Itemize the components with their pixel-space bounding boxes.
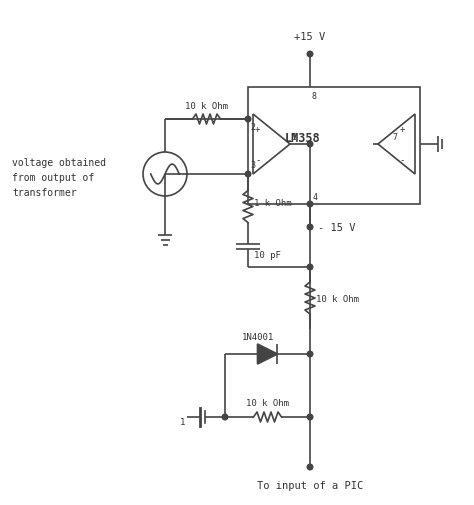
Text: -: - (400, 156, 405, 165)
Text: - 15 V: - 15 V (318, 223, 356, 232)
Text: from output of: from output of (12, 173, 94, 183)
Circle shape (307, 351, 313, 357)
Circle shape (307, 225, 313, 230)
Circle shape (307, 415, 313, 420)
Polygon shape (253, 115, 290, 175)
Text: +15 V: +15 V (294, 32, 326, 42)
Text: -: - (255, 156, 260, 165)
Polygon shape (257, 344, 277, 364)
Text: LM358: LM358 (285, 131, 321, 144)
Polygon shape (378, 115, 415, 175)
Text: 1 k Ohm: 1 k Ohm (254, 198, 292, 208)
Text: +: + (255, 124, 260, 133)
Text: voltage obtained: voltage obtained (12, 158, 106, 168)
Text: 1: 1 (180, 418, 185, 427)
Text: +: + (400, 124, 405, 133)
Text: 1N4001: 1N4001 (241, 332, 273, 341)
Text: 4: 4 (313, 192, 318, 201)
Circle shape (245, 117, 251, 123)
Text: 7: 7 (392, 132, 397, 141)
Text: To input of a PIC: To input of a PIC (257, 480, 363, 490)
Text: 10 pF: 10 pF (254, 251, 281, 260)
Text: 2: 2 (250, 123, 255, 132)
Text: 8: 8 (312, 91, 317, 100)
Bar (248, 88, 420, 205)
Text: 10 k Ohm: 10 k Ohm (316, 294, 359, 303)
Text: 1: 1 (292, 132, 297, 141)
Circle shape (307, 202, 313, 208)
Circle shape (307, 464, 313, 470)
Circle shape (222, 415, 228, 420)
Circle shape (307, 142, 313, 147)
Text: transformer: transformer (12, 188, 77, 197)
Circle shape (143, 153, 187, 196)
Circle shape (307, 265, 313, 270)
Circle shape (307, 52, 313, 58)
Text: 3: 3 (250, 160, 255, 169)
Circle shape (245, 172, 251, 177)
Text: 10 k Ohm: 10 k Ohm (246, 399, 289, 408)
Text: 10 k Ohm: 10 k Ohm (185, 102, 228, 110)
